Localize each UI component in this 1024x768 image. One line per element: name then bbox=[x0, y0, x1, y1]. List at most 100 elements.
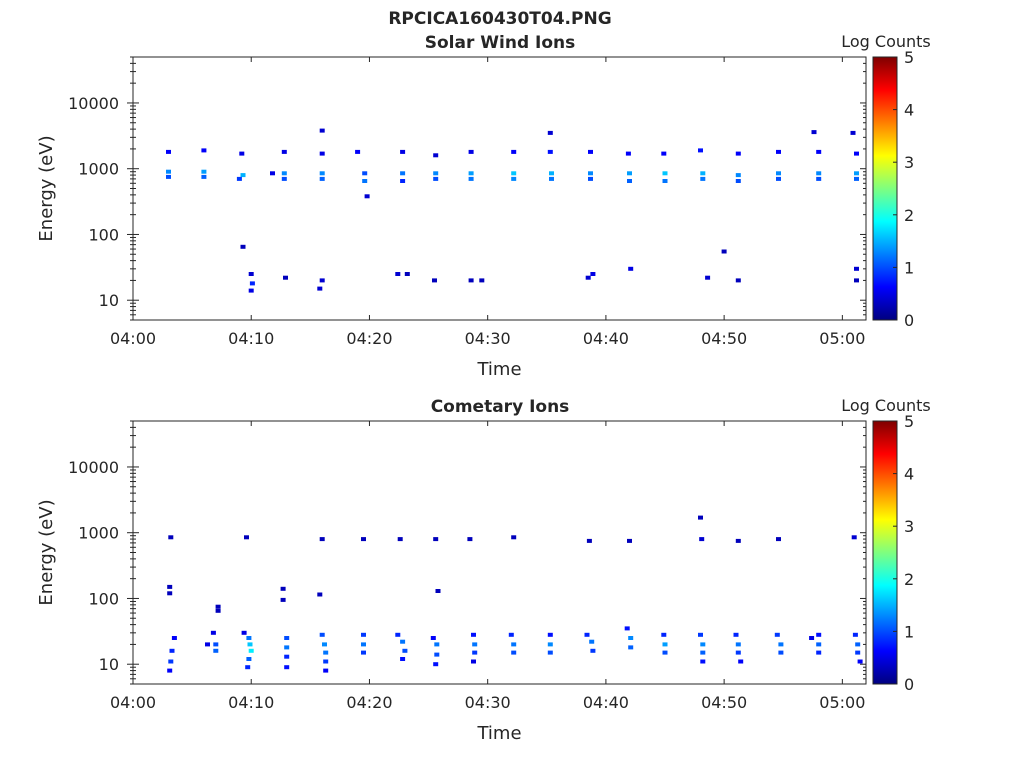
x-tick-label: 04:50 bbox=[701, 329, 747, 348]
colorbar-tick-label: 2 bbox=[904, 570, 914, 589]
heatmap-cell bbox=[362, 179, 368, 183]
heatmap-cell bbox=[662, 171, 668, 176]
colorbar-tick-label: 5 bbox=[904, 48, 914, 67]
heatmap-cell bbox=[236, 176, 242, 181]
y-tick-label: 1000 bbox=[78, 524, 119, 543]
colorbar-gradient bbox=[872, 420, 898, 685]
heatmap-cell bbox=[400, 171, 406, 176]
heatmap-cell bbox=[468, 171, 474, 176]
heatmap-cell bbox=[816, 642, 822, 647]
heatmap-cell bbox=[549, 176, 554, 181]
heatmap-cell bbox=[430, 636, 436, 640]
x-tick-label: 04:30 bbox=[465, 329, 511, 348]
colorbar-label: Log Counts bbox=[841, 396, 931, 415]
heatmap-cell bbox=[319, 128, 325, 133]
heatmap-cell bbox=[317, 286, 323, 291]
heatmap-cell bbox=[511, 650, 517, 655]
heatmap-cell bbox=[270, 171, 275, 176]
heatmap-cell bbox=[319, 278, 325, 283]
colorbar-tick-label: 5 bbox=[904, 412, 914, 431]
heatmap-cell bbox=[511, 642, 517, 647]
heatmap-cell bbox=[395, 632, 401, 637]
colorbar-tick-label: 3 bbox=[904, 517, 914, 536]
heatmap-cell bbox=[433, 153, 439, 158]
figure-title: RPCICA160430T04.PNG bbox=[388, 9, 611, 29]
heatmap-cell bbox=[281, 149, 287, 154]
y-axis-label: Energy (eV) bbox=[36, 499, 57, 605]
heatmap-cell bbox=[213, 648, 219, 653]
x-tick-label: 04:40 bbox=[583, 329, 629, 348]
panel-title: Solar Wind Ions bbox=[425, 33, 576, 53]
heatmap-cell bbox=[811, 130, 817, 135]
heatmap-cell bbox=[662, 179, 668, 183]
heatmap-cell bbox=[323, 650, 329, 655]
y-tick-label: 10000 bbox=[68, 94, 119, 113]
heatmap-cell bbox=[511, 535, 517, 540]
heatmap-cell bbox=[361, 642, 366, 647]
heatmap-cell bbox=[698, 515, 703, 520]
heatmap-cell bbox=[508, 632, 514, 637]
heatmap-cell bbox=[284, 645, 290, 650]
heatmap-cell bbox=[434, 652, 440, 657]
heatmap-cell bbox=[738, 659, 744, 664]
heatmap-cell bbox=[247, 642, 253, 647]
heatmap-cell bbox=[433, 662, 439, 667]
colorbar-tick-label: 0 bbox=[904, 311, 914, 330]
heatmap-cell bbox=[166, 174, 171, 179]
colorbar-tick-label: 3 bbox=[904, 153, 914, 172]
heatmap-cell bbox=[854, 266, 859, 271]
heatmap-cell bbox=[735, 151, 741, 156]
heatmap-cell bbox=[467, 537, 473, 542]
heatmap-cell bbox=[201, 169, 207, 174]
heatmap-cell bbox=[434, 642, 440, 647]
heatmap-cell bbox=[283, 275, 288, 280]
heatmap-cell bbox=[240, 244, 246, 249]
heatmap-cell bbox=[627, 171, 632, 176]
heatmap-cell bbox=[400, 149, 406, 154]
heatmap-cell bbox=[774, 632, 780, 637]
heatmap-cell bbox=[166, 149, 171, 154]
heatmap-cell bbox=[319, 171, 325, 176]
x-tick-label: 04:20 bbox=[346, 693, 392, 712]
heatmap-cell bbox=[661, 632, 667, 637]
heatmap-cell bbox=[433, 537, 439, 542]
heatmap-cell bbox=[735, 173, 741, 178]
heatmap-cell bbox=[628, 645, 634, 650]
heatmap-cell bbox=[213, 642, 219, 647]
heatmap-cell bbox=[319, 176, 325, 181]
colorbar-tick-label: 4 bbox=[904, 465, 914, 484]
heatmap-cell bbox=[246, 636, 252, 640]
heatmap-cell bbox=[167, 591, 173, 596]
heatmap-cell bbox=[241, 630, 247, 635]
x-axis-label: Time bbox=[476, 723, 521, 744]
heatmap-cell bbox=[167, 668, 173, 673]
x-tick-label: 05:00 bbox=[819, 693, 865, 712]
heatmap-cell bbox=[511, 149, 517, 154]
heatmap-cell bbox=[239, 151, 245, 156]
colorbar-tick-label: 0 bbox=[904, 675, 914, 694]
heatmap-cell bbox=[627, 538, 632, 543]
heatmap-cell bbox=[319, 632, 325, 637]
heatmap-cell bbox=[248, 288, 254, 293]
heatmap-cell bbox=[547, 650, 553, 655]
heatmap-cell bbox=[700, 176, 706, 181]
heatmap-cell bbox=[361, 650, 366, 655]
plot-area bbox=[132, 56, 867, 321]
heatmap-cell bbox=[661, 151, 667, 156]
heatmap-cell bbox=[402, 648, 408, 653]
heatmap-cell bbox=[201, 148, 207, 153]
heatmap-cell bbox=[700, 650, 706, 655]
heatmap-cell bbox=[547, 130, 553, 135]
heatmap-cell bbox=[809, 636, 815, 640]
heatmap-cell bbox=[364, 194, 370, 199]
heatmap-cell bbox=[700, 171, 706, 176]
heatmap-cell bbox=[855, 642, 861, 647]
heatmap-cell bbox=[400, 179, 406, 183]
heatmap-cell bbox=[284, 654, 290, 659]
heatmap-cell bbox=[547, 149, 553, 154]
heatmap-cell bbox=[400, 639, 406, 644]
heatmap-cell bbox=[168, 659, 174, 664]
colorbar-tick-label: 4 bbox=[904, 101, 914, 120]
